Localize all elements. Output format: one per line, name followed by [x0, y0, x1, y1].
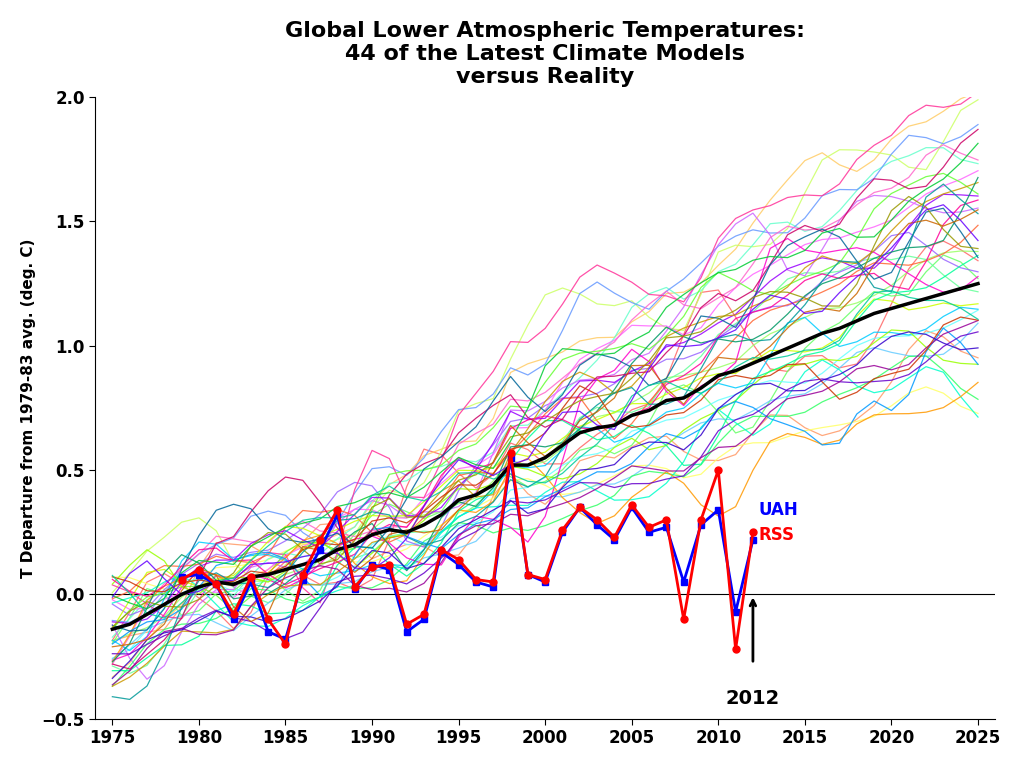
- Text: UAH: UAH: [758, 501, 798, 519]
- Text: RSS: RSS: [758, 526, 795, 544]
- Y-axis label: T Departure from 1979-83 avg. (deg. C): T Departure from 1979-83 avg. (deg. C): [20, 238, 36, 578]
- Text: 2012: 2012: [726, 689, 780, 708]
- Title: Global Lower Atmospheric Temperatures:
44 of the Latest Climate Models
versus Re: Global Lower Atmospheric Temperatures: 4…: [285, 21, 805, 88]
